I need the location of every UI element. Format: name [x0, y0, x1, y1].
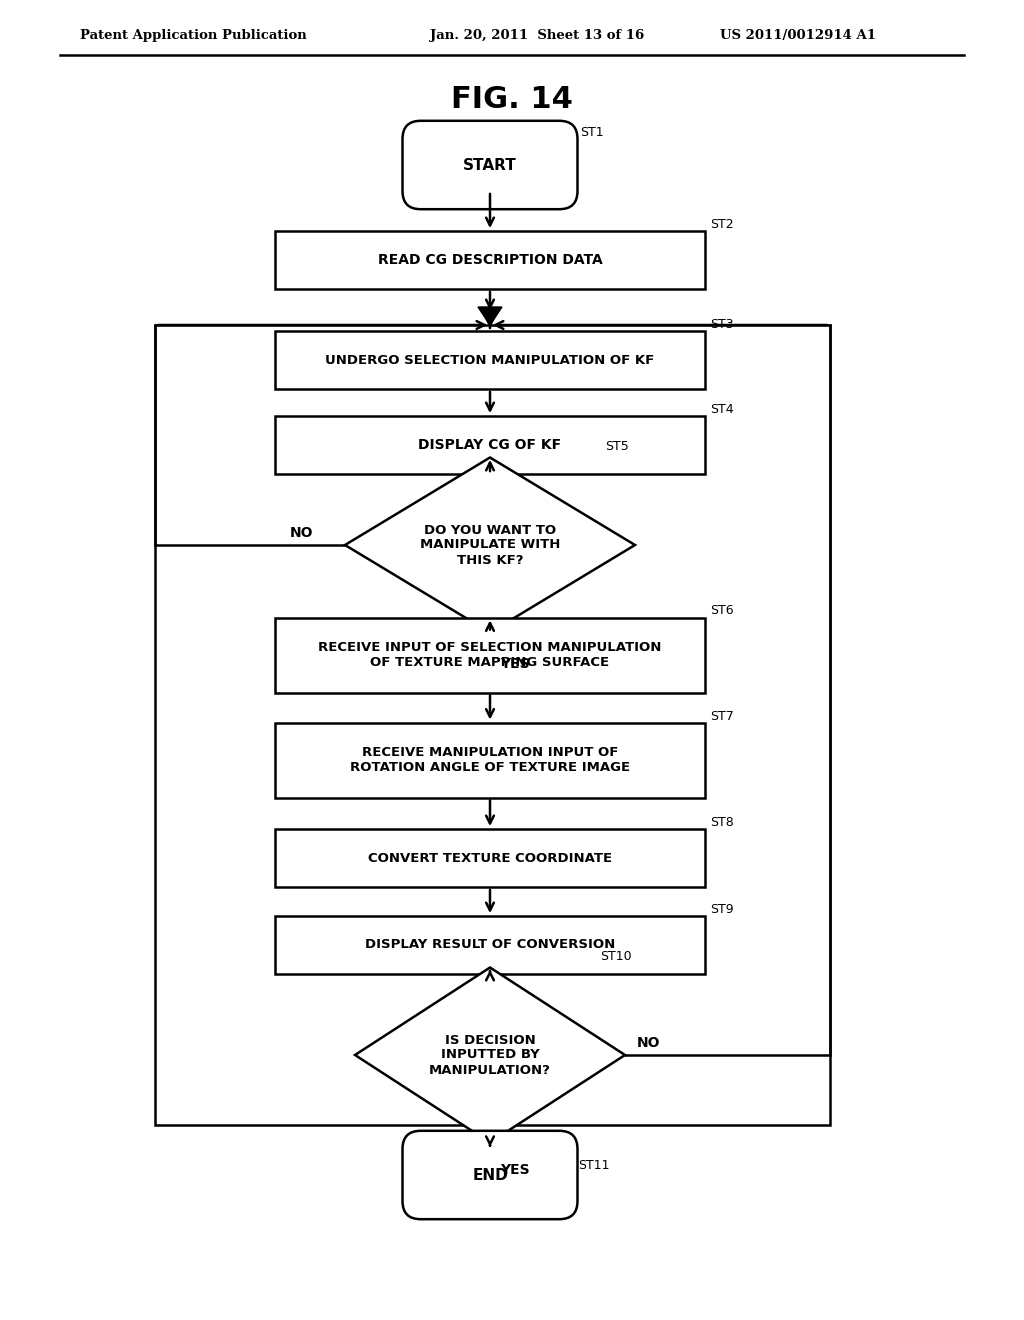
Bar — [275, 829, 705, 887]
Text: YES: YES — [500, 1163, 529, 1177]
Bar — [275, 416, 705, 474]
Text: ST2: ST2 — [710, 218, 733, 231]
Bar — [275, 331, 705, 389]
Bar — [275, 722, 705, 797]
Text: END: END — [472, 1167, 508, 1183]
Text: RECEIVE MANIPULATION INPUT OF
ROTATION ANGLE OF TEXTURE IMAGE: RECEIVE MANIPULATION INPUT OF ROTATION A… — [350, 746, 630, 774]
Text: US 2011/0012914 A1: US 2011/0012914 A1 — [720, 29, 876, 41]
Text: YES: YES — [500, 656, 529, 671]
Text: CONVERT TEXTURE COORDINATE: CONVERT TEXTURE COORDINATE — [368, 851, 612, 865]
Bar — [275, 618, 705, 693]
Text: FIG. 14: FIG. 14 — [451, 86, 573, 115]
Text: ST1: ST1 — [580, 125, 603, 139]
Text: DISPLAY RESULT OF CONVERSION: DISPLAY RESULT OF CONVERSION — [365, 939, 615, 952]
Text: ST8: ST8 — [710, 816, 734, 829]
Text: Jan. 20, 2011  Sheet 13 of 16: Jan. 20, 2011 Sheet 13 of 16 — [430, 29, 644, 41]
Text: DISPLAY CG OF KF: DISPLAY CG OF KF — [419, 438, 561, 451]
FancyBboxPatch shape — [402, 121, 578, 209]
Polygon shape — [478, 308, 502, 325]
Text: ST9: ST9 — [710, 903, 733, 916]
Bar — [155, 325, 830, 1125]
Text: ST10: ST10 — [600, 949, 632, 962]
Bar — [275, 916, 705, 974]
Text: ST5: ST5 — [605, 440, 629, 453]
Polygon shape — [355, 968, 625, 1143]
Text: ST11: ST11 — [578, 1159, 609, 1172]
Text: ST7: ST7 — [710, 710, 734, 722]
Text: Patent Application Publication: Patent Application Publication — [80, 29, 307, 41]
Text: NO: NO — [637, 1036, 660, 1049]
Text: UNDERGO SELECTION MANIPULATION OF KF: UNDERGO SELECTION MANIPULATION OF KF — [326, 354, 654, 367]
Text: ST6: ST6 — [710, 605, 733, 618]
Text: RECEIVE INPUT OF SELECTION MANIPULATION
OF TEXTURE MAPPING SURFACE: RECEIVE INPUT OF SELECTION MANIPULATION … — [318, 642, 662, 669]
Text: NO: NO — [290, 525, 313, 540]
Text: DO YOU WANT TO
MANIPULATE WITH
THIS KF?: DO YOU WANT TO MANIPULATE WITH THIS KF? — [420, 524, 560, 566]
Bar — [275, 231, 705, 289]
Polygon shape — [345, 458, 635, 632]
Text: ST3: ST3 — [710, 318, 733, 331]
Text: READ CG DESCRIPTION DATA: READ CG DESCRIPTION DATA — [378, 253, 602, 267]
Text: START: START — [463, 157, 517, 173]
Text: IS DECISION
INPUTTED BY
MANIPULATION?: IS DECISION INPUTTED BY MANIPULATION? — [429, 1034, 551, 1077]
Text: ST4: ST4 — [710, 403, 733, 416]
FancyBboxPatch shape — [402, 1131, 578, 1220]
